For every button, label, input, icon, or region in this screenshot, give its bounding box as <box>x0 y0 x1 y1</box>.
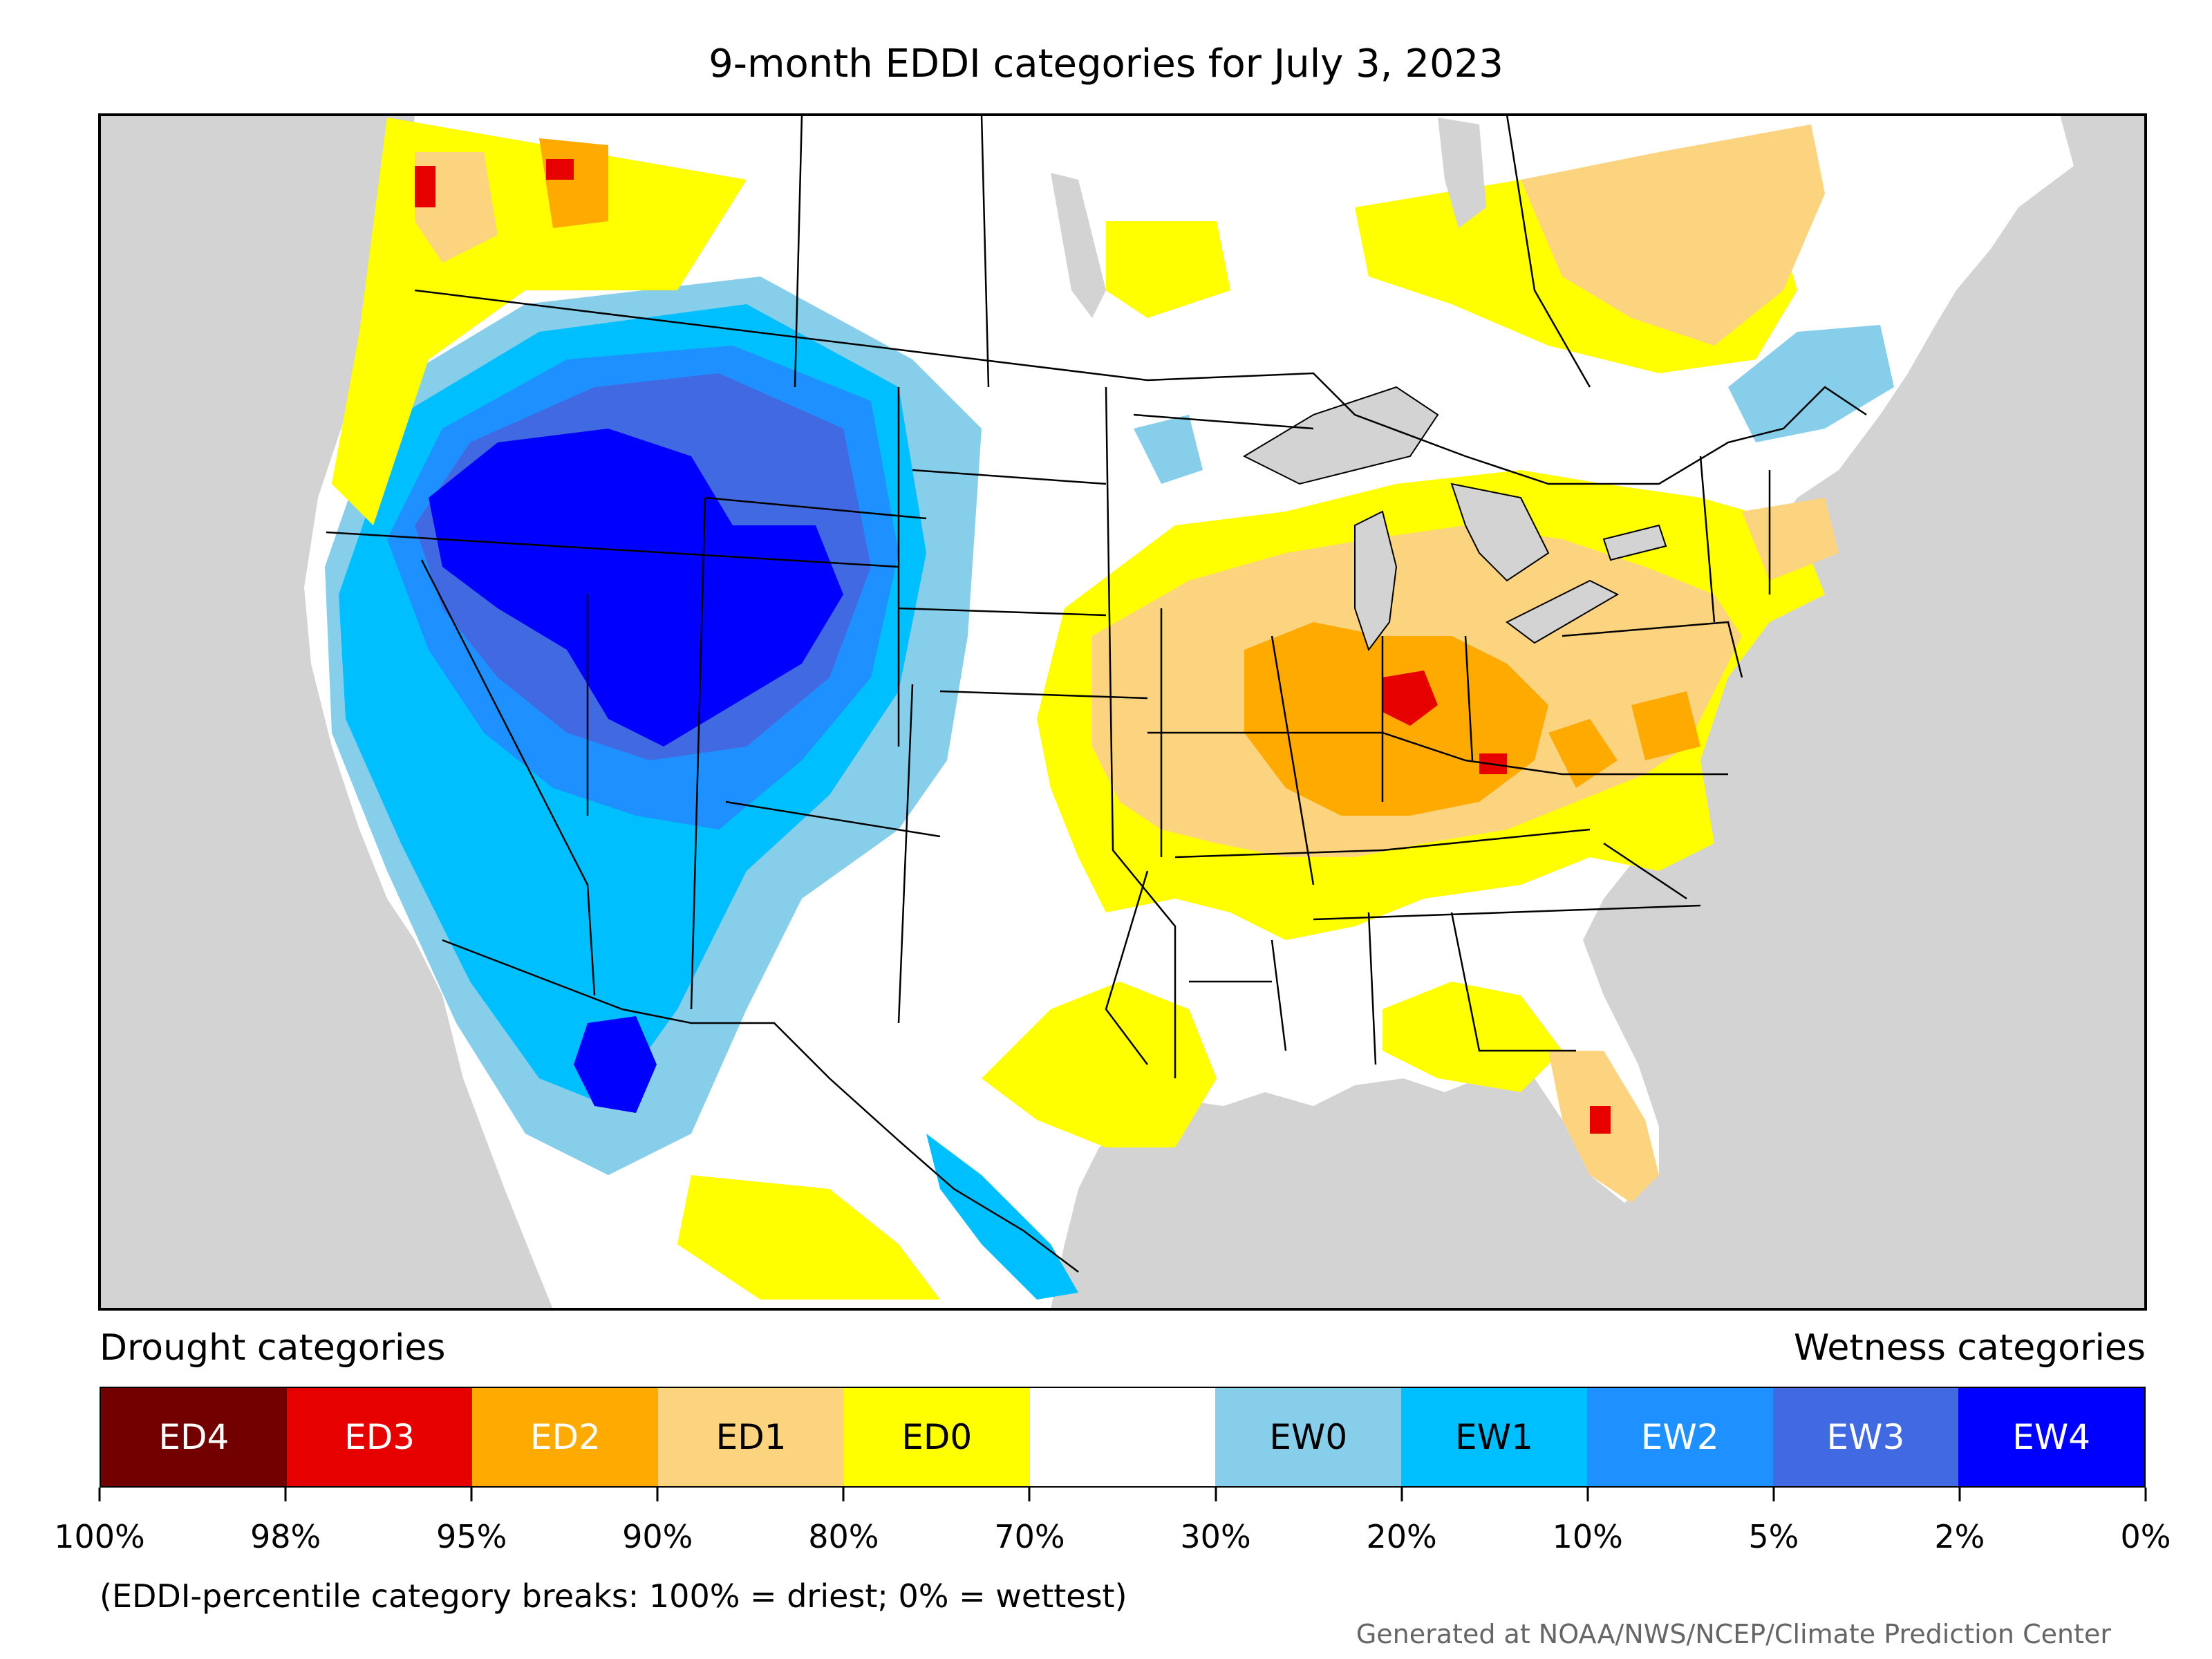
us-mexico-border <box>442 939 1079 1273</box>
ed2-virginia <box>1631 691 1700 760</box>
tick-label: 30% <box>1180 1518 1251 1555</box>
ed1-northeast <box>1742 498 1839 581</box>
tick-label: 20% <box>1366 1518 1437 1555</box>
lake-michigan <box>1354 510 1398 652</box>
category-swatch-ed1: ED1 <box>658 1388 844 1486</box>
credit-line: Generated at NOAA/NWS/NCEP/Climate Predi… <box>1356 1619 2111 1649</box>
tick-mark <box>656 1488 659 1501</box>
tick-mark <box>1215 1488 1217 1501</box>
category-swatch-ew4: EW4 <box>1958 1388 2145 1486</box>
tick-label: 80% <box>808 1518 879 1555</box>
lake-huron <box>1450 482 1550 582</box>
category-swatch-ed4: ED4 <box>101 1388 287 1486</box>
tick-mark <box>1586 1488 1589 1501</box>
ew0-dakota <box>1134 415 1203 484</box>
lake-superior <box>1242 386 1439 485</box>
tick-mark <box>470 1488 473 1501</box>
ed3-bc <box>415 166 435 207</box>
lake-winnipeg <box>1051 173 1106 318</box>
hudson-bay-inlet <box>1438 118 1486 228</box>
category-swatch-ew1: EW1 <box>1401 1388 1587 1486</box>
category-swatch-ew0: EW0 <box>1215 1388 1402 1486</box>
map-frame <box>98 113 2147 1311</box>
tick-mark <box>284 1488 287 1501</box>
ed3-montana <box>546 159 574 180</box>
ed1-ontario <box>1521 124 1825 346</box>
colorbar-ticks <box>98 1488 2147 1501</box>
tick-label: 70% <box>994 1518 1065 1555</box>
tick-mark <box>1400 1488 1403 1501</box>
lake-ontario <box>1602 524 1667 561</box>
tick-mark <box>1772 1488 1775 1501</box>
category-swatch-ed3: ED3 <box>286 1388 473 1486</box>
tick-label: 95% <box>436 1518 507 1555</box>
ed3-florida <box>1590 1106 1611 1134</box>
tick-label: 100% <box>54 1518 145 1555</box>
tick-mark <box>842 1488 845 1501</box>
tick-mark <box>1958 1488 1961 1501</box>
state-borders <box>326 115 1867 1273</box>
tick-mark <box>1028 1488 1031 1501</box>
tick-mark <box>98 1488 101 1501</box>
category-swatch-neutral <box>1029 1388 1216 1486</box>
tick-mark <box>2144 1488 2147 1501</box>
tick-label: 10% <box>1552 1518 1623 1555</box>
tick-label: 98% <box>250 1518 321 1555</box>
percentile-note: (EDDI-percentile category breaks: 100% =… <box>100 1577 1127 1615</box>
wetness-categories-heading: Wetness categories <box>1794 1327 2146 1369</box>
category-swatch-ew3: EW3 <box>1772 1388 1959 1486</box>
category-swatch-ed0: ED0 <box>843 1388 1030 1486</box>
ed0-mexico <box>677 1175 940 1300</box>
us-canada-border <box>414 289 1867 485</box>
drought-categories-heading: Drought categories <box>100 1327 446 1369</box>
tick-label: 90% <box>622 1518 693 1555</box>
ed0-manitoba <box>1106 221 1230 318</box>
ed2-ohio-valley <box>1548 719 1618 788</box>
tick-label: 0% <box>2120 1518 2171 1555</box>
category-swatch-ed2: ED2 <box>472 1388 659 1486</box>
category-colorbar: ED4 ED3 ED2 ED1 ED0 EW0 EW1 EW2 EW3 EW4 <box>100 1387 2146 1488</box>
map-title: 9-month EDDI categories for July 3, 2023 <box>709 41 1503 86</box>
ed0-gulf <box>1382 982 1562 1092</box>
ed3-indiana <box>1382 671 1438 726</box>
ew0-northeast <box>1728 325 1894 442</box>
lake-erie <box>1506 579 1620 644</box>
ew4-southwest <box>574 1016 657 1113</box>
tick-label: 5% <box>1748 1518 1799 1555</box>
tick-label: 2% <box>1934 1518 1985 1555</box>
category-swatch-ew2: EW2 <box>1586 1388 1773 1486</box>
ew1-texas-coast <box>926 1134 1078 1300</box>
ew4-west <box>429 429 843 747</box>
ed0-texas <box>982 982 1217 1147</box>
eddi-map <box>98 113 2147 1311</box>
